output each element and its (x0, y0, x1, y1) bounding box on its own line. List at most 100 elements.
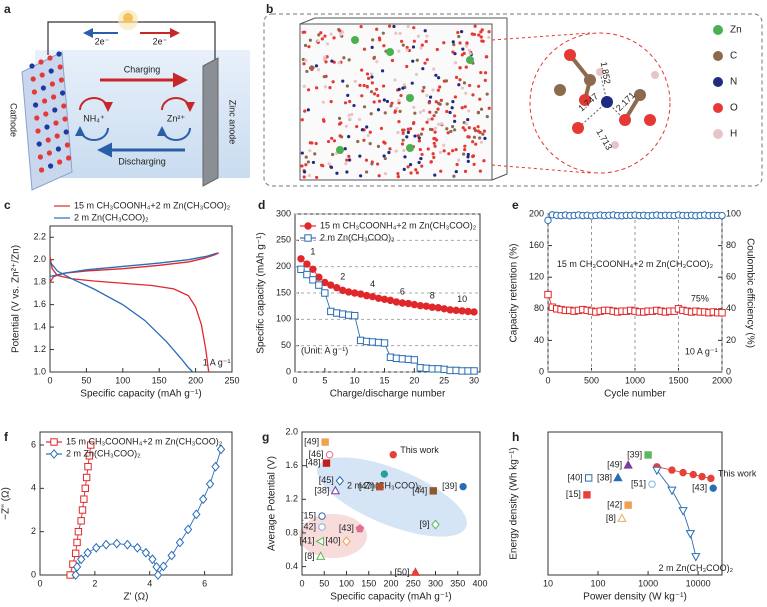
x-axis-label: Cycle number (604, 389, 666, 400)
atom (332, 139, 337, 143)
marker (333, 284, 341, 292)
marker (392, 354, 401, 363)
atom (305, 69, 309, 74)
x-tick-label: 5 (322, 375, 327, 385)
atom (437, 101, 441, 106)
atom (39, 167, 45, 173)
atom (331, 80, 335, 84)
marker (133, 542, 142, 553)
atom (428, 127, 433, 131)
atom (455, 162, 459, 167)
x-tick-label: 10000 (686, 578, 711, 588)
md-atoms (300, 24, 491, 180)
marker (613, 472, 623, 482)
marker (648, 480, 656, 488)
atom (51, 94, 57, 100)
y-axis-label: Capacity retention (%) (509, 244, 520, 343)
atom (375, 27, 379, 31)
annotation: 10 (457, 294, 467, 304)
atom (302, 62, 306, 66)
marker (303, 260, 311, 268)
y-tick-label: 1.8 (33, 277, 46, 287)
x-tick-label: 15 (380, 375, 390, 385)
marker (623, 460, 633, 469)
atom (454, 75, 459, 79)
atom (393, 78, 397, 82)
atom (377, 36, 382, 40)
point-label: [43] (692, 483, 707, 493)
atom (319, 163, 324, 167)
atom (339, 121, 343, 125)
shape (596, 68, 604, 76)
atom (445, 109, 449, 114)
atom (425, 120, 429, 124)
marker (199, 494, 208, 505)
marker (362, 337, 371, 346)
marker (376, 482, 384, 491)
marker (689, 470, 697, 479)
marker (404, 355, 413, 364)
x-tick-label: 100 (591, 578, 606, 588)
point-label: [39] (442, 481, 457, 491)
atom (482, 159, 486, 163)
atom (483, 71, 488, 75)
atom (406, 165, 410, 169)
atom (322, 75, 326, 79)
atom (431, 88, 435, 92)
atom (485, 55, 489, 59)
atom (331, 152, 335, 157)
atom (431, 152, 435, 156)
atom (326, 139, 331, 144)
marker (350, 289, 359, 297)
atom (370, 75, 374, 79)
atom (387, 24, 392, 28)
marker (321, 289, 329, 297)
ion-label: NH₄⁺ (83, 113, 105, 123)
y-tick-label: 120 (529, 272, 544, 282)
atom (466, 159, 470, 163)
atom (30, 76, 36, 82)
atom (306, 88, 311, 92)
marker (644, 451, 652, 459)
marker (71, 549, 80, 558)
atom (481, 39, 485, 43)
legend-label: 15 m CH₃COONH₄+2 m Zn(CH₃COO)₂ (320, 220, 477, 230)
marker (309, 276, 317, 284)
atom (364, 170, 369, 174)
atom (418, 110, 423, 114)
marker (73, 538, 81, 547)
atom (485, 114, 489, 119)
point-label: [38] (597, 472, 612, 482)
atom (458, 66, 462, 70)
marker (691, 553, 701, 562)
zoom-circle (529, 32, 671, 174)
atom (463, 105, 467, 109)
atom (454, 147, 458, 152)
y-tick-label: 0.4 (285, 561, 298, 571)
zoom-line (491, 164, 591, 174)
atom (428, 110, 432, 114)
atom (376, 93, 380, 98)
marker (718, 211, 726, 220)
panel-label: e (512, 198, 519, 212)
marker (398, 355, 407, 363)
point-label: [50] (394, 567, 409, 577)
atom (64, 142, 70, 148)
point-label: This work (400, 445, 439, 455)
legend-swatch (713, 77, 723, 87)
atom (401, 43, 405, 47)
point-label: [8] (606, 513, 616, 523)
legend-swatch (713, 25, 723, 35)
marker (76, 554, 86, 565)
marker (452, 366, 460, 375)
marker (446, 366, 454, 375)
marker (416, 301, 425, 310)
atom (383, 111, 387, 115)
atom (463, 144, 467, 148)
atom (426, 147, 430, 151)
marker (380, 470, 389, 478)
atom (479, 30, 483, 34)
atom (314, 64, 319, 68)
atom (329, 32, 333, 36)
atom (362, 138, 366, 142)
